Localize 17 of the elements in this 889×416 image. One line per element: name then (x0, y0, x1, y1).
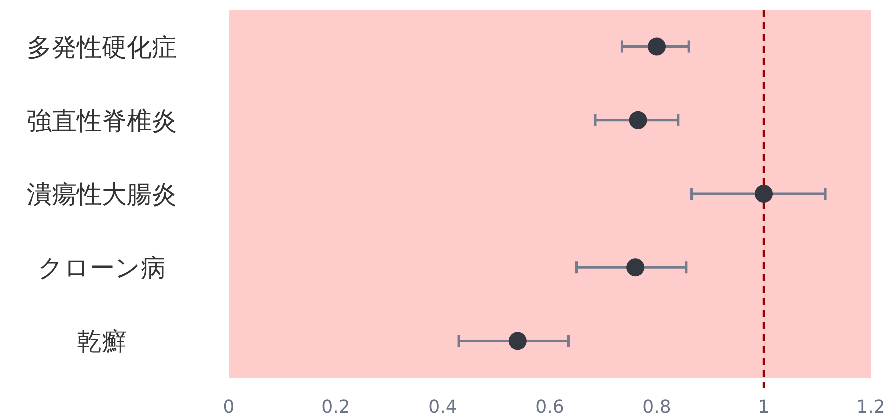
x-tick-label: 0.2 (322, 397, 350, 416)
x-tick-label: 1.2 (856, 397, 886, 416)
point (648, 38, 666, 56)
y-tick-label: 多発性硬化症 (27, 32, 177, 62)
point (629, 111, 648, 130)
x-tick-label: 0 (223, 397, 235, 416)
y-tick-label: 潰瘍性大腸炎 (27, 180, 177, 209)
y-tick-label: クローン病 (38, 254, 166, 283)
point (755, 185, 773, 203)
y-tick-label: 乾癬 (77, 327, 127, 356)
point (508, 332, 527, 350)
x-tick-label: 1 (758, 397, 770, 416)
y-tick-label: 強直性脊椎炎 (27, 106, 177, 136)
x-tick-label: 0.6 (536, 397, 564, 416)
point (626, 258, 645, 277)
x-tick-label: 0.4 (428, 397, 458, 416)
x-tick-label: 0.8 (642, 397, 672, 416)
